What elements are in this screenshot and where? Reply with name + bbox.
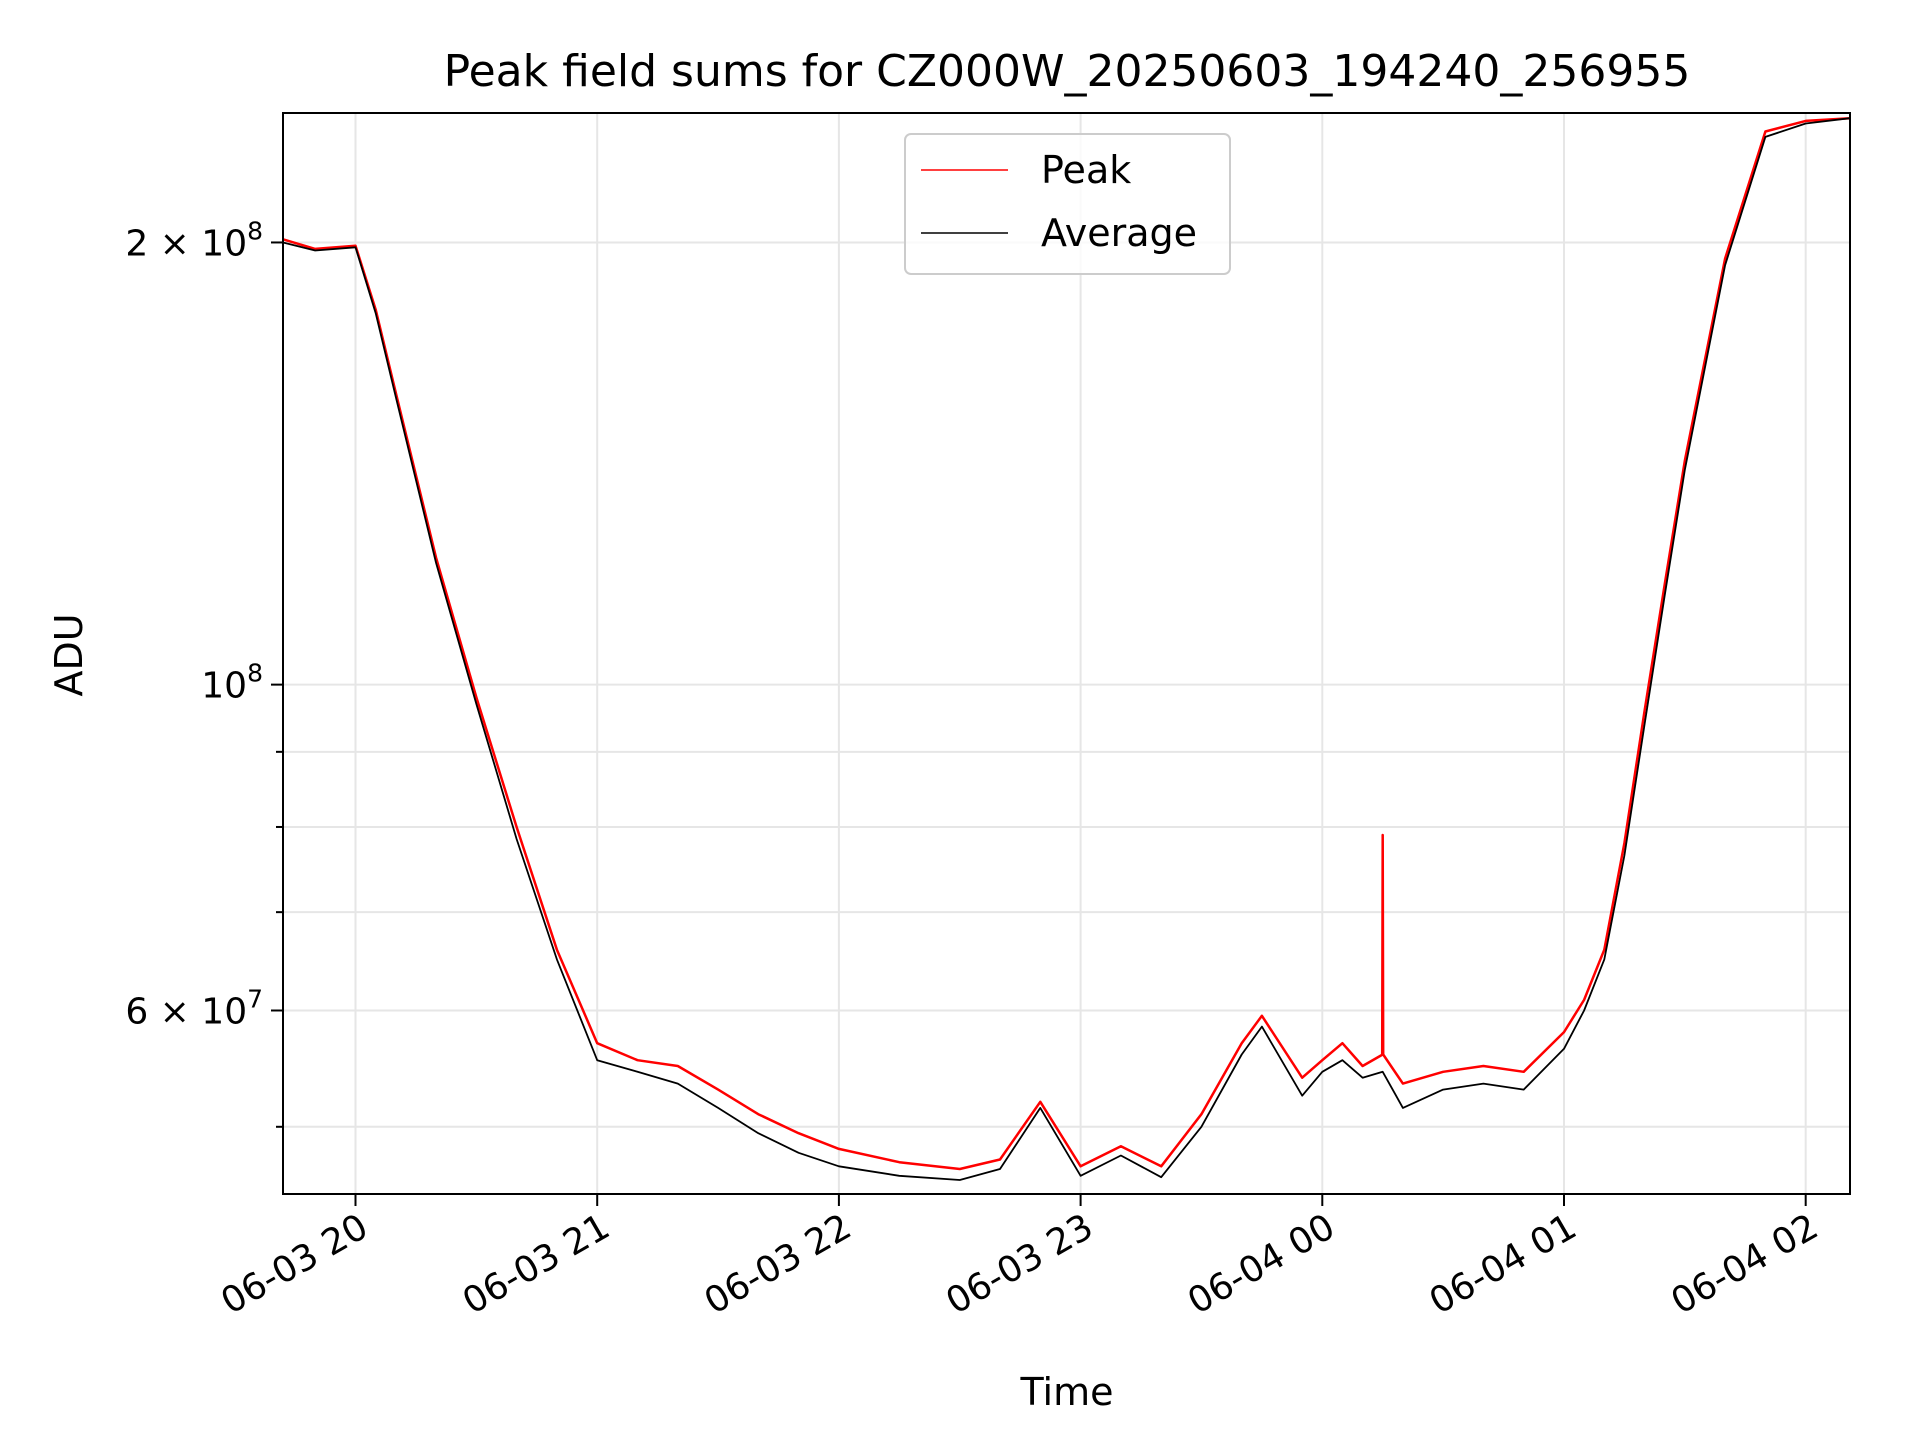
plot-frame: [282, 112, 1851, 1195]
legend-label-peak: Peak: [1041, 148, 1131, 192]
series-line-average: [282, 117, 1851, 1181]
legend-box: [904, 133, 1231, 275]
legend: Peak Average: [904, 133, 1231, 275]
y-axis: 6 × 107 108 2 × 108: [125, 216, 283, 1128]
series-line-peak: [282, 116, 1851, 1171]
y-tick-label: 6 × 107: [125, 984, 263, 1032]
plot-series: [282, 116, 1851, 1181]
y-axis-label: ADU: [47, 613, 91, 696]
legend-label-average: Average: [1041, 211, 1197, 255]
y-tick-label: 2 × 108: [125, 216, 263, 264]
chart-title: Peak field sums for CZ000W_20250603_1942…: [444, 46, 1691, 97]
x-axis-label: Time: [1020, 1370, 1114, 1414]
y-tick-label: 108: [201, 659, 263, 707]
